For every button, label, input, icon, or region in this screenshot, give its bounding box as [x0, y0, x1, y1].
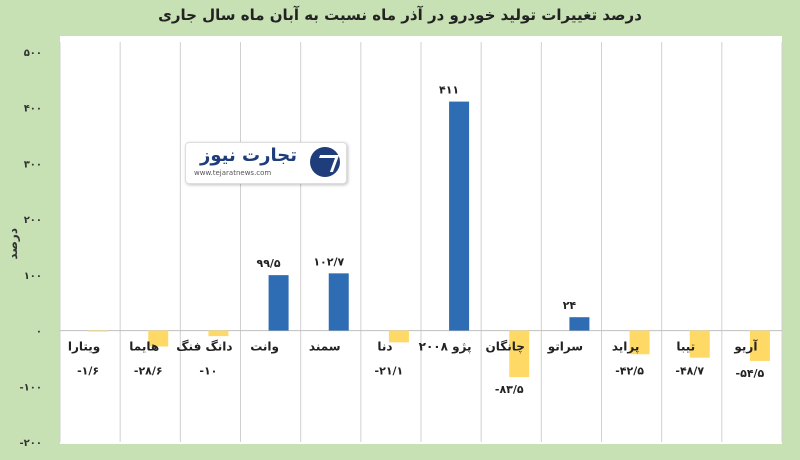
data-label: ۱۰۲/۷ — [313, 255, 344, 268]
category-label: ویتارا — [68, 340, 100, 355]
y-tick-label: ۳۰۰ — [24, 159, 42, 170]
bar — [449, 101, 470, 331]
bar — [148, 330, 169, 347]
data-label: -۲۸/۶ — [134, 365, 163, 378]
category-label: هایما — [129, 340, 159, 354]
watermark-logo: تجارت نیوز www.tejaratnews.com — [185, 142, 347, 184]
bar — [88, 330, 109, 332]
data-label: ۹۹/۵ — [256, 257, 280, 270]
bar — [509, 330, 530, 378]
data-label: ۲۴ — [563, 299, 577, 312]
category-label: وانت — [250, 340, 279, 355]
y-tick-label: ۵۰۰ — [24, 48, 42, 59]
y-tick-label: ۴۰۰ — [24, 104, 42, 115]
category-label: تیبا — [676, 340, 695, 354]
bar — [569, 317, 590, 331]
y-tick-label: -۱۰۰ — [20, 382, 42, 393]
bar — [268, 275, 289, 331]
bar — [749, 330, 770, 361]
category-label: چانگان — [486, 340, 525, 354]
category-label: سمند — [309, 340, 341, 354]
bar — [689, 330, 710, 358]
logo-url: www.tejaratnews.com — [194, 169, 272, 177]
bar — [388, 330, 409, 343]
data-label: -۱۰ — [199, 365, 217, 378]
data-label: -۵۴/۵ — [736, 367, 765, 380]
category-label: آریو — [733, 339, 758, 355]
logo-mark-icon — [310, 147, 340, 177]
data-label: -۴۸/۷ — [675, 365, 704, 378]
bar — [208, 330, 229, 337]
data-label: ۴۱۱ — [439, 84, 459, 97]
y-tick-label: ۱۰۰ — [24, 271, 42, 282]
category-label: پژو ۲۰۰۸ — [419, 340, 472, 355]
data-label: -۸۳/۵ — [495, 383, 524, 396]
data-label: -۴۲/۵ — [615, 365, 644, 378]
logo-name: تجارت نیوز — [200, 145, 297, 166]
category-label: دنا — [377, 340, 392, 354]
category-label: پراید — [612, 340, 640, 354]
chart-title: درصد تغییرات تولید خودرو در آذر ماه نسبت… — [158, 6, 642, 24]
y-tick-label: -۲۰۰ — [20, 438, 42, 449]
data-label: -۱/۶ — [77, 365, 99, 378]
bar — [629, 330, 650, 355]
y-tick-label: ۲۰۰ — [24, 215, 42, 226]
y-tick-label: ۰ — [36, 327, 42, 338]
category-label: دانگ فنگ — [176, 340, 232, 354]
category-label: سراتو — [547, 340, 583, 355]
bar — [328, 273, 349, 331]
data-label: -۲۱/۱ — [375, 365, 404, 378]
